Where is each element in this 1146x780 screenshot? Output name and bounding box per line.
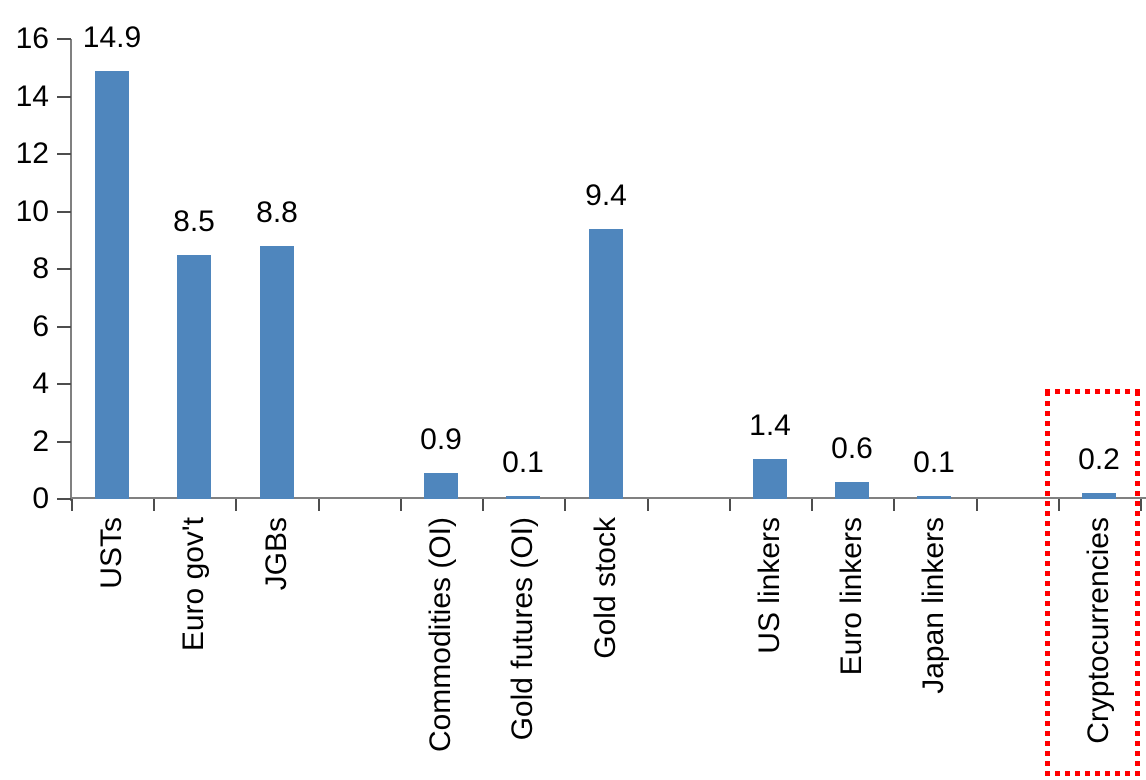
y-axis-tick [57,383,71,385]
y-axis-tick-label: 0 [32,482,49,515]
y-axis-tick-label: 12 [15,137,49,170]
bar-cryptocurrencies [1082,493,1116,499]
x-axis-tick [153,499,155,511]
bar-value-label: 14.9 [82,21,142,54]
highlight-box-left-edge [1045,389,1050,776]
bar-euro-gov-t [177,255,211,499]
bar-value-label: 0.2 [1078,443,1120,476]
x-axis-tick [729,499,731,511]
bar-euro-linkers [835,482,869,499]
x-axis-tick [564,499,566,511]
bar-value-label: 8.8 [256,196,298,229]
x-axis-tick [235,499,237,511]
x-axis-tick [647,499,649,511]
bar-value-label: 1.4 [749,409,791,442]
x-axis-tick [71,499,73,511]
bar-value-label: 8.5 [173,205,215,238]
bar-value-label: 0.6 [831,432,873,465]
y-axis-tick [57,498,71,500]
bar-category-label: US linkers [753,517,786,654]
bar-usts [95,71,129,499]
bar-value-label: 0.1 [502,446,544,479]
bar-category-label: Euro linkers [835,517,868,676]
y-axis-line [70,39,72,501]
bar-value-label: 0.1 [913,446,955,479]
bar-category-label: USTs [95,517,128,589]
y-axis-tick-label: 4 [32,367,49,400]
x-axis-tick [1140,499,1142,511]
y-axis-tick [57,96,71,98]
y-axis-tick-label: 10 [15,195,49,228]
y-axis-tick-label: 14 [15,80,49,113]
y-axis-tick [57,153,71,155]
bar-gold-futures-oi [506,496,540,499]
x-axis-tick [893,499,895,511]
x-axis-tick [976,499,978,511]
bar-category-label: Gold stock [589,517,622,659]
bar-commodities-oi [424,473,458,499]
y-axis-tick [57,211,71,213]
bar-gold-stock [589,229,623,499]
bar-japan-linkers [917,496,951,499]
bar-category-label: Commodities (OI) [424,517,457,753]
y-axis-tick [57,326,71,328]
x-axis-tick [811,499,813,511]
bar-value-label: 9.4 [585,179,627,212]
x-axis-tick [318,499,320,511]
bar-category-label: Japan linkers [917,517,950,694]
bar-us-linkers [753,459,787,499]
x-axis-tick [1058,499,1060,511]
y-axis-tick [57,38,71,40]
highlight-box-bottom-edge [1045,771,1140,776]
bar-category-label: Gold futures (OI) [506,517,539,741]
x-axis-tick [482,499,484,511]
y-axis-tick [57,268,71,270]
highlight-box-right-edge [1135,389,1140,776]
bar-category-label: Euro gov't [177,517,210,652]
bar-jgbs [260,246,294,499]
x-axis-tick [400,499,402,511]
bar-category-label: JGBs [260,517,293,591]
y-axis-tick-label: 2 [32,425,49,458]
y-axis-tick-label: 6 [32,310,49,343]
bar-category-label: Cryptocurrencies [1082,517,1115,744]
bar-value-label: 0.9 [420,423,462,456]
highlight-box-top-edge [1045,389,1140,394]
y-axis-tick-label: 16 [15,22,49,55]
y-axis-tick [57,441,71,443]
y-axis-tick-label: 8 [32,252,49,285]
